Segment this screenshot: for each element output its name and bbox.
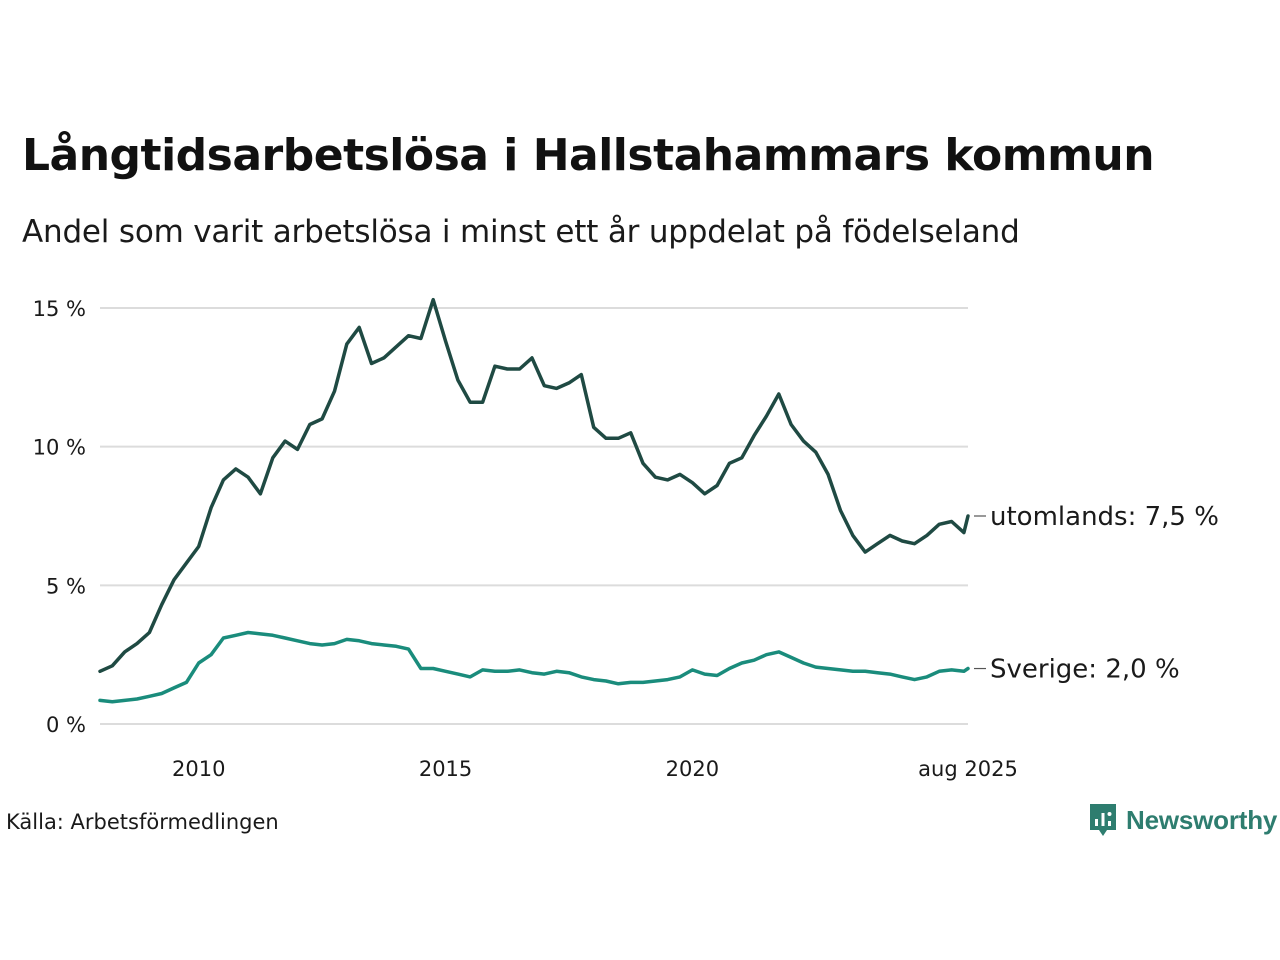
series-end-label: Sverige: 2,0 %: [990, 655, 1180, 685]
x-axis: 2010 2015 2020 aug 2025: [172, 757, 1018, 781]
x-tick-label: 2015: [419, 757, 472, 781]
grid-layer: [100, 307, 968, 725]
chart-title: Långtidsarbetslösa i Hallstahammars komm…: [22, 130, 1155, 181]
x-tick-label: 2010: [172, 757, 225, 781]
chart-subtitle: Andel som varit arbetslösa i minst ett å…: [22, 214, 1020, 250]
brand-name: Newsworthy: [1126, 804, 1278, 835]
series-layer: [98, 297, 970, 704]
y-axis: 0 % 5 % 10 % 15 %: [33, 297, 86, 737]
source-note: Källa: Arbetsförmedlingen: [6, 810, 279, 834]
y-tick-label: 0 %: [46, 713, 86, 737]
y-tick-label: 15 %: [33, 297, 86, 321]
y-tick-label: 5 %: [46, 574, 86, 598]
series-line-utomlands: [98, 297, 970, 674]
series-end-label: utomlands: 7,5 %: [990, 502, 1219, 532]
series-labels: utomlands: 7,5 % Sverige: 2,0 %: [974, 502, 1219, 685]
x-tick-label: aug 2025: [918, 757, 1018, 781]
x-tick-label: 2020: [666, 757, 719, 781]
brand-logo[interactable]: Newsworthy: [1088, 802, 1277, 838]
y-tick-label: 10 %: [33, 436, 86, 460]
newsworthy-logo-icon: [1090, 804, 1116, 836]
series-line-sverige: [98, 630, 970, 704]
